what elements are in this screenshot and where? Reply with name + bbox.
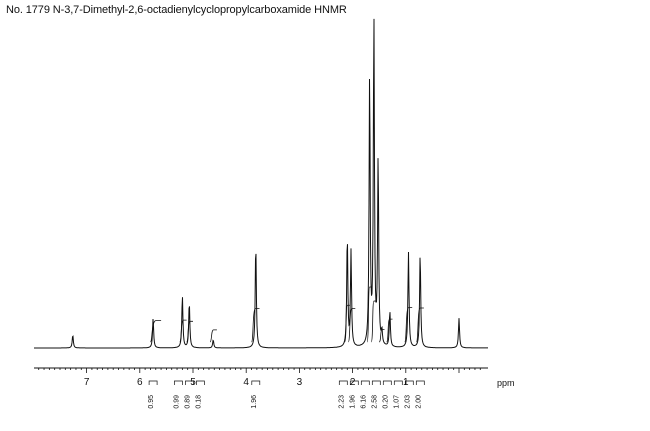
integral-bracket [371, 380, 381, 385]
integral-curve [416, 307, 424, 343]
integral-value: 0.99 [173, 395, 180, 409]
integral-curve [370, 300, 377, 343]
integral-value: 6.16 [360, 395, 367, 409]
integral-labels: 0.95 0.99 0.89 0.18 1.96 2.23 1.96 6.16 2.58 0.20… [148, 380, 425, 409]
integral-bracket [349, 380, 359, 385]
x-axis-label: ppm [497, 378, 515, 388]
integral-value: 0.89 [184, 395, 191, 409]
integral-bracket [338, 380, 348, 385]
integral-value: 0.20 [382, 395, 389, 409]
x-axis: 7 6 5 4 3 2 1 ppm [34, 367, 515, 388]
integral-bracket [393, 380, 403, 385]
integral-bracket [174, 380, 183, 385]
integral-bracket [196, 380, 205, 385]
integral-value: 2.03 [404, 395, 411, 409]
spectrum-trace [34, 18, 488, 349]
chart-title: No. 1779 N-3,7-Dimethyl-2,6-octadienylcy… [6, 4, 347, 16]
x-tick-label: 3 [297, 377, 303, 388]
integral-bracket [251, 380, 261, 385]
integral-bracket [404, 380, 414, 385]
x-tick-label: 1 [403, 377, 409, 388]
integral-value: 1.96 [251, 395, 258, 409]
integral-value: 2.58 [371, 395, 378, 409]
integral-curve [251, 308, 260, 343]
x-tick-label: 6 [137, 377, 143, 388]
integral-curve [404, 307, 413, 343]
integral-bracket [185, 380, 194, 385]
integral-bracket [415, 380, 425, 385]
integral-bracket [360, 380, 370, 385]
x-tick-label: 7 [84, 377, 90, 388]
integral-curve [366, 286, 373, 343]
integral-value: 0.95 [148, 395, 155, 409]
x-tick-label: 4 [243, 377, 249, 388]
integral-value: 0.18 [195, 395, 202, 409]
integral-value: 2.23 [338, 395, 345, 409]
integral-value: 1.96 [349, 395, 356, 409]
integral-bracket [382, 380, 392, 385]
x-tick-label: 2 [350, 377, 356, 388]
integral-bracket [148, 380, 158, 385]
integral-curve [209, 329, 217, 343]
integral-value: 2.00 [415, 395, 422, 409]
integral-value: 1.07 [393, 395, 400, 409]
